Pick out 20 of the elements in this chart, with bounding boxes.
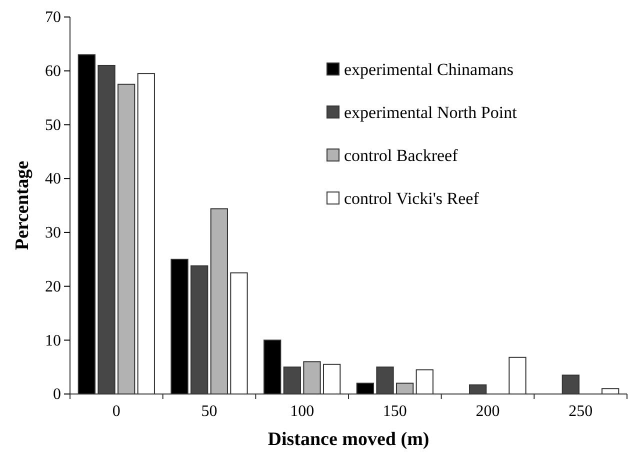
x-tick-label: 200 bbox=[476, 403, 500, 420]
y-tick-label: 60 bbox=[45, 62, 61, 80]
x-tick-label: 100 bbox=[290, 403, 314, 420]
y-tick-label: 70 bbox=[45, 9, 61, 26]
x-tick-label: 0 bbox=[112, 403, 120, 420]
y-tick-label: 30 bbox=[45, 224, 61, 242]
x-tick-label: 250 bbox=[568, 403, 593, 420]
y-tick-label: 40 bbox=[45, 170, 61, 188]
legend-label: experimental North Point bbox=[344, 103, 518, 122]
y-tick-label: 0 bbox=[53, 386, 61, 404]
legend-label: experimental Chinamans bbox=[344, 60, 514, 79]
x-tick-label: 150 bbox=[382, 403, 407, 420]
x-tick-label: 50 bbox=[201, 403, 218, 420]
legend-label: control Backreef bbox=[344, 146, 458, 165]
y-tick-label: 10 bbox=[45, 332, 61, 350]
x-axis-title: Distance moved (m) bbox=[268, 429, 430, 450]
legend-label: control Vicki's Reef bbox=[344, 189, 480, 208]
y-tick-label: 20 bbox=[45, 278, 61, 296]
y-tick-label: 50 bbox=[45, 116, 61, 134]
y-axis-title: Percentage bbox=[12, 160, 33, 250]
